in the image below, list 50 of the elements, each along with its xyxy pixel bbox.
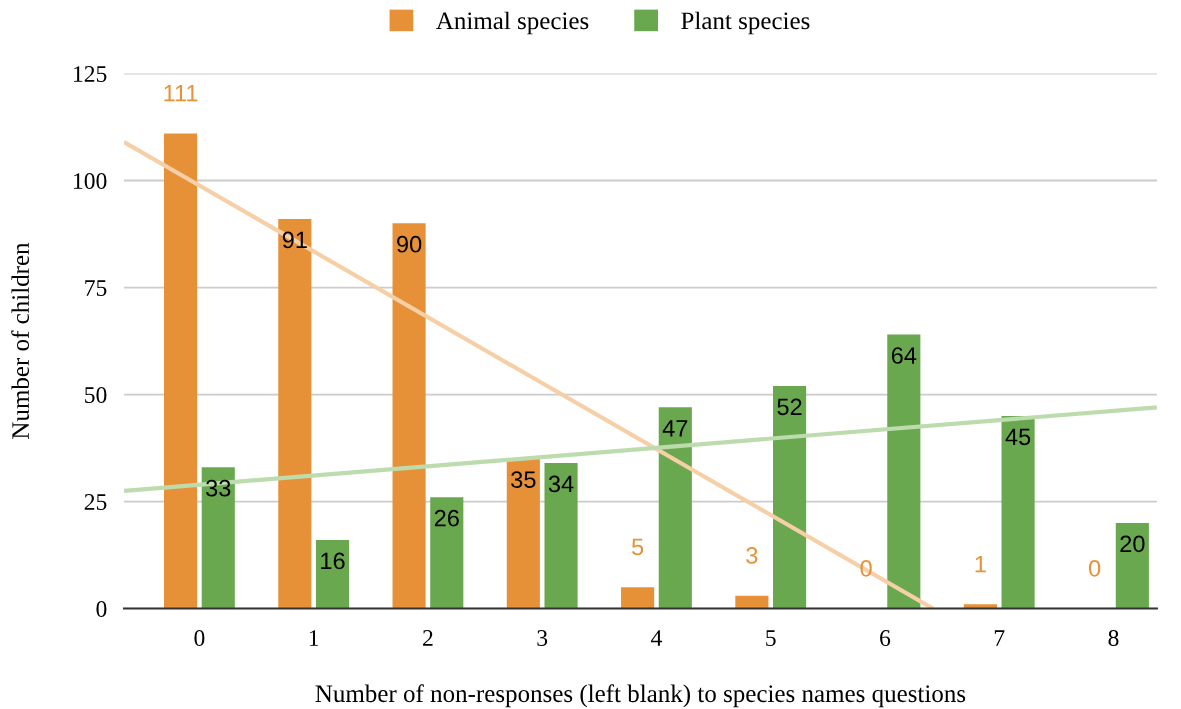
x-tick-label: 6 [880, 630, 891, 646]
bar [887, 334, 921, 609]
x-tick-label: 1 [309, 630, 319, 646]
y-tick-label: 0 [96, 601, 107, 617]
legend-label: Animal species [436, 11, 589, 35]
data-label: 16 [321, 552, 345, 570]
data-label: 3 [746, 547, 758, 564]
bar [315, 540, 350, 609]
data-label: 26 [434, 509, 459, 527]
y-tick-label: 25 [84, 494, 107, 510]
data-label: 0 [860, 559, 872, 577]
data-label: 47 [662, 420, 688, 437]
data-label: 35 [511, 471, 536, 488]
bar [430, 497, 464, 609]
bar [201, 467, 235, 609]
y-tick-label: 75 [85, 280, 107, 296]
bar [278, 219, 312, 609]
data-label: 0 [1088, 559, 1101, 577]
bar [621, 587, 655, 609]
bar [1001, 415, 1035, 609]
data-label: 64 [891, 347, 917, 364]
bar [544, 463, 578, 609]
data-label: 1 [975, 555, 986, 573]
x-tick-label: 5 [766, 630, 776, 646]
data-label: 5 [631, 538, 644, 556]
y-tick-label: 125 [74, 66, 107, 82]
bar [164, 133, 198, 609]
y-tick-label: 50 [85, 387, 107, 403]
bar [506, 458, 540, 609]
x-tick-label: 0 [194, 630, 205, 646]
x-tick-label: 2 [423, 630, 433, 646]
data-label: 111 [164, 85, 198, 102]
x-axis-title: Number of non-responses (left blank) to species names questions [315, 684, 966, 708]
x-tick-label: 7 [994, 630, 1005, 646]
x-tick-label: 4 [651, 630, 662, 646]
y-tick-label: 100 [74, 173, 107, 189]
x-tick-label: 3 [537, 630, 548, 646]
data-label: 90 [397, 235, 422, 253]
bar [773, 385, 807, 609]
bar [392, 223, 426, 609]
data-label: 91 [282, 231, 307, 249]
data-label: 52 [777, 398, 802, 416]
x-tick-label: 8 [1108, 630, 1119, 646]
data-label: 45 [1005, 428, 1031, 446]
bar [658, 407, 692, 609]
data-label: 34 [548, 475, 574, 493]
y-axis-title: Number of children [11, 242, 30, 439]
legend-label: Plant species [681, 11, 810, 35]
bar [1115, 522, 1149, 609]
data-label: 20 [1120, 535, 1145, 553]
